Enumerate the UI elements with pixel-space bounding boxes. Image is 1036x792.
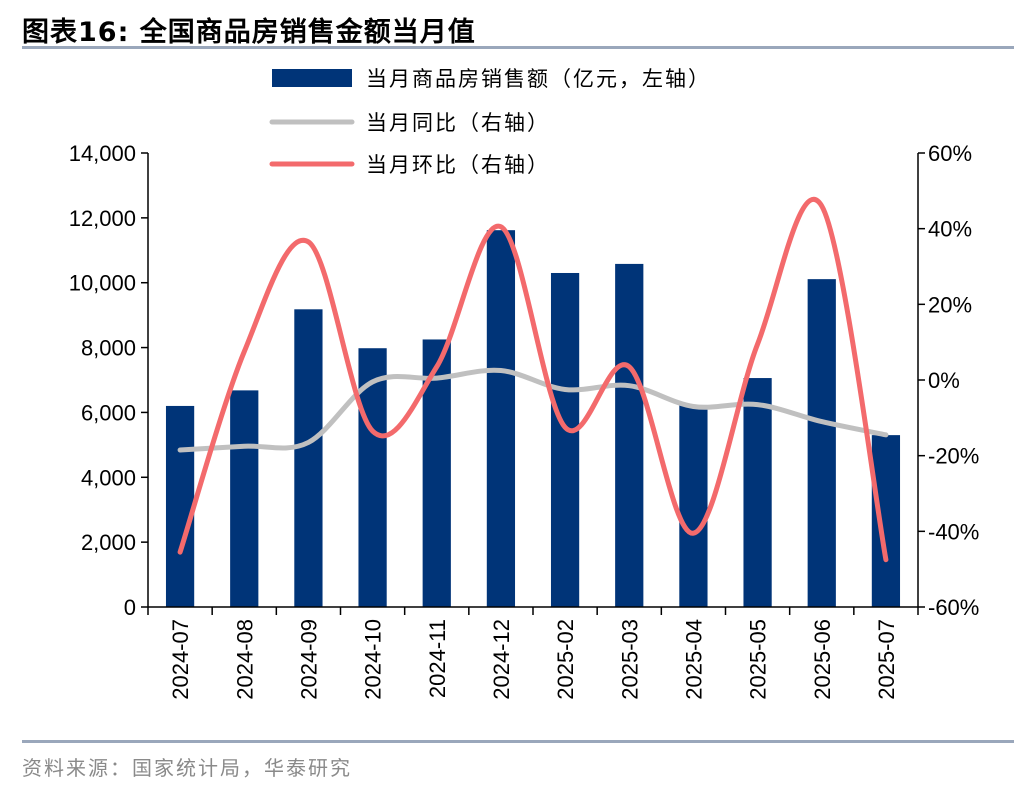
legend: 当月商品房销售额（亿元，左轴） 当月同比（右轴） 当月环比（右轴） — [269, 67, 711, 177]
bar-2025-07 — [871, 435, 901, 607]
bar-2025-02 — [550, 272, 580, 607]
bar-2024-09 — [294, 309, 323, 607]
axes: 0 2,000 4,000 6,000 8,000 10,000 12,000 14,000 -… — [69, 141, 980, 700]
bar-2025-06 — [807, 279, 836, 607]
right-tick-label: 40% — [928, 217, 972, 242]
x-tick-label: 2025-04 — [681, 619, 706, 700]
bottom-rule — [22, 740, 1014, 743]
left-tick-label: 4,000 — [81, 465, 136, 490]
x-tick-label: 2025-02 — [553, 619, 578, 700]
legend-label: 当月同比（右轴） — [366, 111, 550, 135]
legend-label: 当月环比（右轴） — [366, 153, 550, 177]
x-tick-label: 2024-07 — [168, 619, 193, 700]
left-tick-label: 6,000 — [81, 400, 136, 425]
bar-2025-05 — [743, 378, 772, 607]
left-tick-label: 14,000 — [69, 141, 136, 166]
x-tick-label: 2024-11 — [425, 619, 450, 698]
legend-swatch-bar — [272, 69, 352, 87]
bar-2024-08 — [230, 390, 259, 607]
x-tick-label: 2024-12 — [489, 619, 514, 700]
mom-line — [177, 196, 889, 563]
left-tick-label: 0 — [124, 595, 136, 620]
right-tick-label: -60% — [928, 595, 979, 620]
line-series — [177, 196, 889, 563]
x-tick-label: 2024-10 — [361, 619, 386, 700]
left-tick-label: 2,000 — [81, 530, 136, 555]
x-tick-label: 2024-08 — [232, 619, 257, 700]
yoy-line — [177, 367, 889, 453]
figure-title: 图表16: 全国商品房销售金额当月值 — [22, 17, 476, 48]
left-tick-label: 12,000 — [69, 206, 136, 231]
source-note: 资料来源：国家统计局，华泰研究 — [22, 756, 352, 780]
left-tick-label: 10,000 — [69, 271, 136, 296]
left-tick-label: 8,000 — [81, 336, 136, 361]
x-tick-label: 2024-09 — [296, 619, 321, 700]
bar-2025-03 — [615, 263, 644, 607]
right-tick-label: -20% — [928, 444, 979, 469]
right-tick-label: 60% — [928, 141, 972, 166]
top-rule — [22, 46, 1014, 49]
bar-2024-07 — [165, 405, 195, 607]
bar-series — [165, 230, 901, 607]
legend-label: 当月商品房销售额（亿元，左轴） — [366, 67, 711, 91]
right-tick-label: 0% — [928, 368, 960, 393]
right-tick-label: 20% — [928, 292, 972, 317]
x-tick-label: 2025-07 — [874, 619, 899, 700]
x-tick-label: 2025-03 — [617, 619, 642, 700]
right-tick-label: -40% — [928, 519, 979, 544]
x-tick-label: 2025-05 — [746, 619, 771, 700]
bar-2025-04 — [679, 404, 708, 607]
bar-2024-12 — [486, 230, 516, 607]
x-tick-label: 2025-06 — [810, 619, 835, 700]
